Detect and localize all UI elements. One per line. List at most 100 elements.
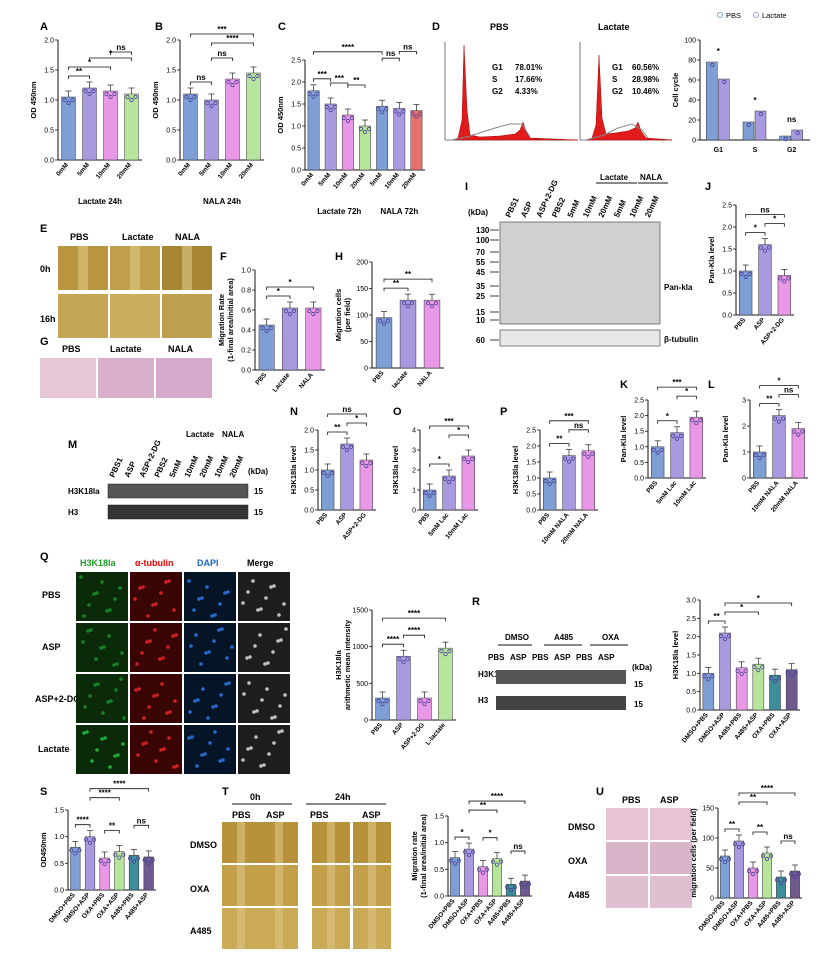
marker-label: 35	[476, 282, 485, 291]
bar	[423, 299, 441, 369]
svg-text:28.98%: 28.98%	[632, 75, 659, 84]
data-point	[104, 91, 109, 97]
wound-gap	[237, 822, 245, 863]
data-point	[522, 884, 528, 890]
y-axis-label: migration cells (per field)	[689, 808, 698, 898]
data-point	[401, 109, 406, 114]
data-point	[73, 851, 78, 856]
if-cell	[263, 662, 267, 666]
sig-label: *	[685, 387, 689, 396]
panel-letter: G	[40, 336, 49, 348]
data-point	[425, 301, 431, 306]
hist-title-pbs: PBS	[490, 22, 509, 32]
if-cell	[159, 591, 163, 595]
sig-label: **	[76, 67, 83, 76]
transwell-tile	[650, 876, 692, 908]
data-point	[785, 670, 790, 675]
data-point	[307, 308, 312, 314]
if-cell	[255, 709, 259, 713]
sig-bracket	[568, 429, 589, 433]
data-point	[87, 91, 92, 97]
y-axis-label: Migration cells	[334, 289, 343, 342]
svg-text:ASP: ASP	[362, 810, 381, 820]
y-tick-label: 1.0	[686, 671, 696, 678]
bar	[204, 99, 219, 161]
wound-images-t: 0h 24h PBS ASP PBS ASP DMSO OXA A485	[190, 792, 391, 949]
data-point	[345, 118, 350, 124]
y-tick-label: 0	[710, 896, 714, 903]
if-cell	[188, 710, 192, 714]
svg-text:PBS: PBS	[622, 795, 641, 805]
y-tick-label: 0.0	[44, 158, 54, 165]
data-point	[772, 416, 778, 421]
sig-label: ****	[76, 816, 89, 825]
data-point	[782, 279, 787, 284]
if-cell	[248, 655, 252, 659]
svg-text:G2: G2	[492, 87, 503, 96]
sig-label: *	[666, 412, 670, 421]
transwell-images-g: PBS Lactate NALA	[40, 344, 212, 398]
if-cell	[108, 608, 112, 612]
category-label: NALA	[417, 370, 434, 389]
sig-label: *	[740, 603, 744, 612]
sig-bracket	[454, 836, 470, 841]
category-label: NALA	[298, 372, 315, 391]
category-label: 0mM	[300, 172, 315, 188]
data-point	[732, 841, 738, 847]
bar	[706, 61, 718, 141]
bar	[393, 108, 406, 171]
panel-letter: M	[68, 439, 77, 451]
bar	[438, 647, 453, 721]
category-label: ASP	[391, 721, 405, 736]
y-axis-label: OD 450nm	[276, 96, 285, 133]
western-blot-r: DMSO A485 OXA PBS ASP PBS ASP PBS ASP (kDa) H…	[478, 633, 652, 710]
if-cell	[194, 633, 198, 637]
data-point	[423, 490, 428, 496]
if-cell	[149, 730, 153, 734]
panel-letter: P	[500, 406, 507, 418]
bar	[114, 851, 125, 891]
if-cell	[93, 683, 97, 687]
svg-text:PBS: PBS	[62, 344, 81, 354]
svg-text:15: 15	[254, 487, 263, 496]
svg-text:PBS: PBS	[42, 590, 61, 600]
data-point	[772, 679, 778, 684]
sig-bracket	[382, 617, 446, 622]
if-cell	[221, 758, 225, 762]
y-axis-label: arithmetic mean intensity	[343, 619, 352, 710]
data-point	[498, 859, 504, 864]
data-point	[87, 840, 93, 845]
data-point	[121, 852, 126, 857]
data-point	[796, 432, 801, 437]
lane-label: 5mM	[566, 198, 582, 219]
sig-label: **	[480, 801, 487, 810]
if-cell	[218, 602, 222, 606]
sig-label: **	[405, 270, 412, 279]
if-cell	[154, 602, 158, 606]
data-point	[490, 859, 496, 864]
if-cell	[141, 742, 145, 746]
y-tick-label: 0	[412, 508, 416, 515]
if-cell	[136, 753, 140, 757]
data-point	[722, 636, 728, 642]
if-cell	[197, 597, 201, 601]
y-tick-label: 40	[688, 98, 696, 105]
sig-label: ****	[342, 43, 355, 52]
category-label: 20mM	[349, 172, 366, 191]
data-point	[213, 100, 218, 106]
svg-text:S: S	[612, 75, 618, 84]
if-cell	[266, 661, 270, 665]
data-point	[113, 852, 118, 857]
sig-label: ****	[387, 635, 400, 644]
data-point	[341, 115, 346, 121]
bar	[779, 135, 791, 141]
if-cell	[251, 579, 255, 583]
if-cell	[171, 634, 175, 638]
sig-label: ns	[783, 832, 793, 841]
svg-text:Pan-kla: Pan-kla	[664, 283, 693, 292]
if-cell	[220, 627, 224, 631]
data-point	[325, 473, 330, 479]
data-point	[112, 91, 117, 97]
